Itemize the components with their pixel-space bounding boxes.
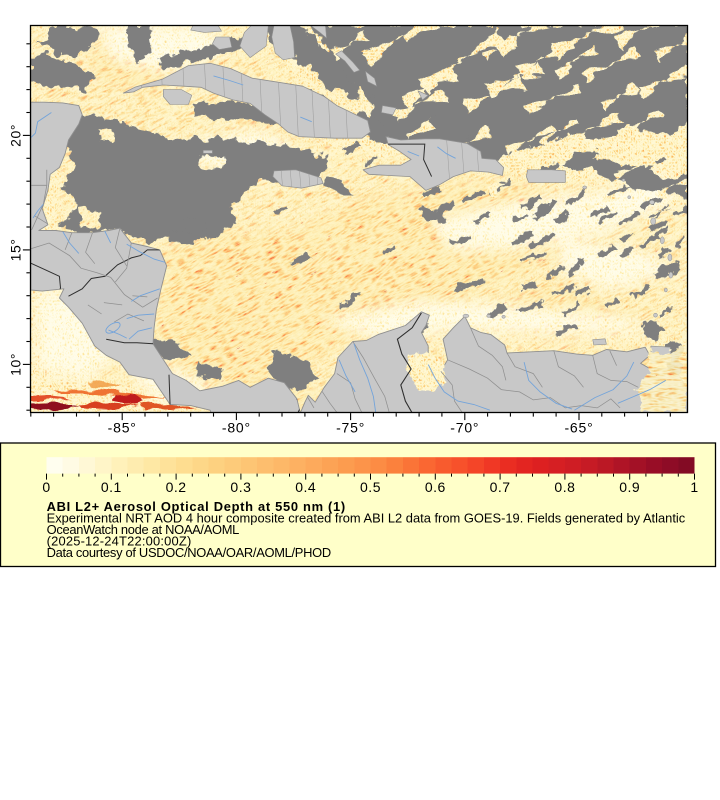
svg-text:0.7: 0.7 xyxy=(490,479,511,495)
svg-text:Data courtesy of USDOC/NOAA/OA: Data courtesy of USDOC/NOAA/OAR/AOML/PHO… xyxy=(47,545,331,560)
svg-text:0.9: 0.9 xyxy=(619,479,640,495)
svg-text:-80°: -80° xyxy=(222,420,251,436)
svg-text:0.8: 0.8 xyxy=(554,479,575,495)
svg-text:-85°: -85° xyxy=(108,420,137,436)
svg-text:OceanWatch node at NOAA/AOML: OceanWatch node at NOAA/AOML xyxy=(47,522,240,537)
svg-text:15°: 15° xyxy=(8,238,24,261)
svg-text:0.4: 0.4 xyxy=(295,479,316,495)
svg-text:0.6: 0.6 xyxy=(425,479,446,495)
svg-text:0.3: 0.3 xyxy=(230,479,251,495)
svg-text:0.1: 0.1 xyxy=(101,479,122,495)
svg-text:(2025-12-24T22:00:00Z): (2025-12-24T22:00:00Z) xyxy=(47,534,192,549)
svg-text:0.2: 0.2 xyxy=(166,479,187,495)
svg-text:-75°: -75° xyxy=(336,420,365,436)
svg-text:ABI L2+ Aerosol Optical Depth: ABI L2+ Aerosol Optical Depth at 550 nm … xyxy=(47,499,346,514)
svg-text:-65°: -65° xyxy=(564,420,593,436)
svg-text:-70°: -70° xyxy=(450,420,479,436)
svg-text:0: 0 xyxy=(42,479,50,495)
svg-text:10°: 10° xyxy=(8,353,24,376)
svg-text:Experimental NRT AOD 4 hour co: Experimental NRT AOD 4 hour composite cr… xyxy=(47,511,686,526)
svg-text:1: 1 xyxy=(690,479,698,495)
svg-text:0.5: 0.5 xyxy=(360,479,381,495)
svg-text:20°: 20° xyxy=(8,124,24,147)
